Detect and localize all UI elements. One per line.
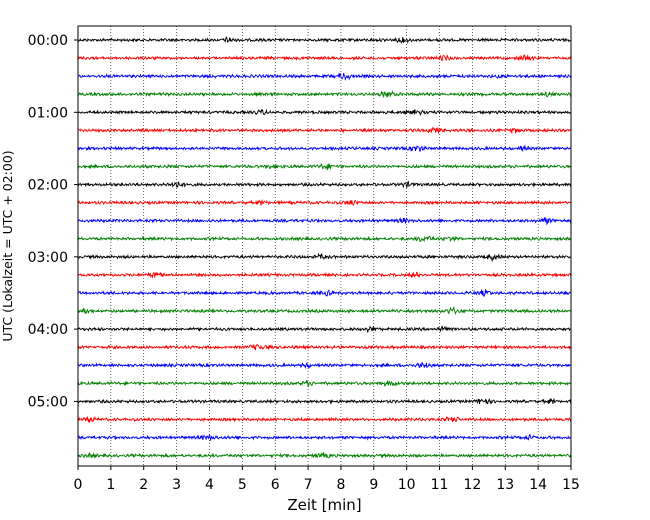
y-tick-label: 04:00 — [28, 322, 68, 338]
trace-row — [77, 180, 572, 189]
trace-row — [77, 433, 572, 441]
x-tick-label: 6 — [271, 477, 280, 493]
trace-row — [77, 361, 572, 369]
trace-row — [77, 162, 572, 171]
y-tick-label: 05:00 — [28, 394, 68, 410]
trace-row — [77, 252, 572, 263]
y-axis-label: UTC (Lokalzeit = UTC + 02:00) — [0, 150, 15, 341]
x-tick-label: 9 — [369, 477, 378, 493]
x-tick-label: 3 — [172, 477, 181, 493]
trace-row — [77, 397, 572, 405]
x-axis-label: Zeit [min] — [287, 496, 361, 514]
plot-frame — [77, 25, 572, 467]
y-tick-label: 02:00 — [28, 178, 68, 194]
trace-row — [77, 379, 572, 387]
x-axis: 0 1 2 3 4 5 6 7 8 9 10 11 12 13 14 15 — [74, 466, 580, 493]
x-tick-label: 14 — [529, 477, 547, 493]
x-tick-label: 5 — [238, 477, 247, 493]
trace-row — [77, 108, 572, 117]
y-tick-label: 00:00 — [28, 33, 68, 49]
trace-row — [77, 144, 572, 152]
x-tick-label: 7 — [304, 477, 313, 493]
x-tick-label: 10 — [398, 477, 416, 493]
seismic-traces — [77, 36, 572, 459]
trace-row — [77, 36, 572, 44]
y-tick-label: 03:00 — [28, 250, 68, 266]
x-tick-label: 11 — [431, 477, 449, 493]
grid-lines — [110, 26, 539, 466]
y-tick-label: 01:00 — [28, 105, 68, 121]
trace-row — [77, 416, 572, 423]
trace-row — [77, 126, 572, 135]
trace-row — [77, 271, 572, 279]
x-tick-label: 4 — [205, 477, 214, 493]
trace-row — [77, 90, 572, 99]
y-axis: 00:00 01:00 02:00 03:00 04:00 05:00 — [28, 33, 78, 410]
trace-row — [77, 198, 572, 206]
trace-row — [77, 235, 572, 243]
trace-row — [77, 289, 572, 298]
x-tick-label: 13 — [496, 477, 514, 493]
trace-row — [77, 343, 572, 351]
trace-row — [77, 325, 572, 333]
trace-row — [77, 217, 572, 226]
x-tick-label: 1 — [106, 477, 115, 493]
x-tick-label: 2 — [139, 477, 148, 493]
trace-row — [77, 72, 572, 82]
trace-row — [77, 54, 572, 62]
x-tick-label: 12 — [463, 477, 481, 493]
x-tick-label: 8 — [336, 477, 345, 493]
trace-row — [77, 306, 572, 316]
x-tick-label: 0 — [74, 477, 83, 493]
x-tick-label: 15 — [562, 477, 580, 493]
trace-row — [77, 452, 572, 459]
